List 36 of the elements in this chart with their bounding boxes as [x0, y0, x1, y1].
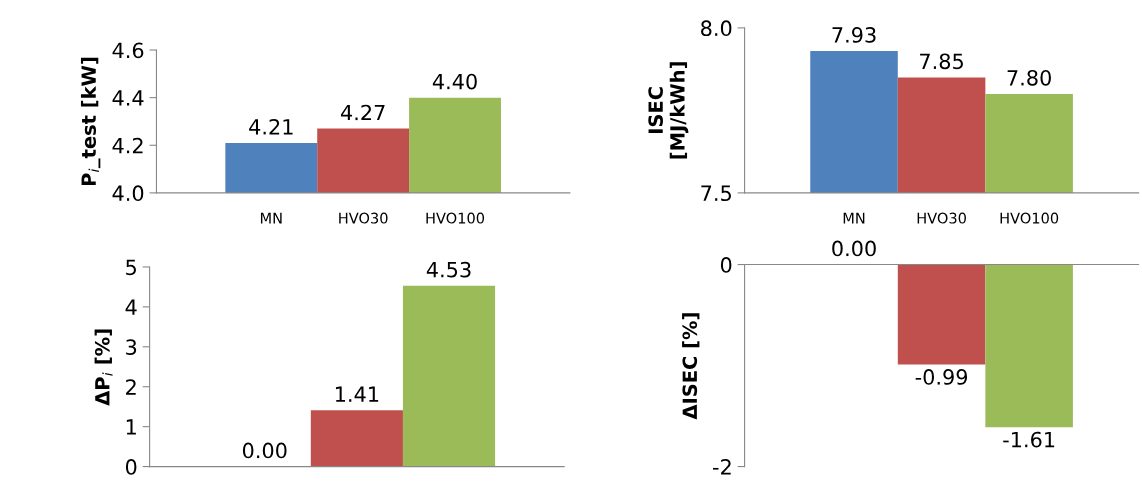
data-label: 1.41 — [335, 386, 379, 402]
x-tick-label: HVO30 — [339, 212, 388, 224]
data-label: -1.61 — [1003, 431, 1055, 448]
data-label: 0.00 — [832, 240, 876, 257]
y-tick-label: 0 — [720, 257, 732, 273]
data-label: 7.93 — [832, 27, 876, 43]
y-tick-label: 4.2 — [112, 137, 143, 154]
x-tick-label: HVO30 — [917, 212, 966, 224]
y-tick-label: 4.4 — [112, 90, 144, 106]
data-label: 0.00 — [242, 442, 287, 459]
x-tick-label: MN — [843, 212, 865, 224]
x-tick-label: MN — [260, 212, 282, 224]
y-tick-label: 4.0 — [112, 185, 144, 202]
y-tick-label: 3 — [126, 339, 137, 356]
x-tick-label: HVO100 — [1000, 212, 1059, 224]
y-tick-label: 4.6 — [112, 42, 144, 59]
data-label: -0.99 — [915, 369, 968, 385]
y-axis-title: ΔISEC [%] — [682, 313, 700, 420]
data-label: 4.27 — [340, 104, 385, 121]
y-tick-label: 2 — [126, 379, 136, 395]
y-tick-label: 5 — [126, 259, 136, 276]
y-tick-label: 1 — [126, 419, 136, 435]
y-tick-label: 8.0 — [701, 20, 732, 37]
y-tick-label: -2 — [713, 459, 731, 475]
y-tick-label: 0 — [125, 459, 137, 475]
y-tick-label: 7.5 — [701, 185, 731, 202]
y-axis-title: ΔP$_{i}$ [%] — [94, 329, 113, 406]
x-tick-label: HVO100 — [426, 212, 485, 224]
data-label: 4.53 — [426, 261, 471, 278]
data-label: 7.80 — [1007, 69, 1051, 86]
data-label: 4.40 — [432, 73, 477, 90]
y-tick-label: 4 — [125, 299, 137, 315]
y-axis-title: ISEC [MJ/kWh] — [648, 62, 689, 159]
data-label: 7.85 — [920, 53, 963, 70]
data-label: 4.21 — [249, 118, 293, 135]
y-axis-title: P$_{i}$_test [kW] — [80, 57, 101, 186]
